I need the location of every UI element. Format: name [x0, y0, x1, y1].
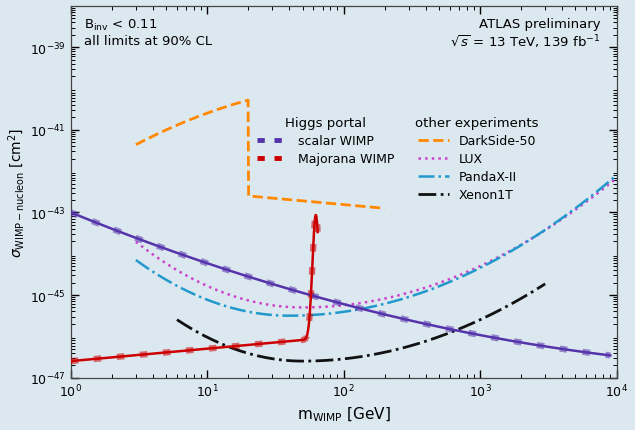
Y-axis label: $\sigma_{\mathrm{WIMP-nucleon}}$ [cm$^{2}$]: $\sigma_{\mathrm{WIMP-nucleon}}$ [cm$^{2…: [7, 127, 27, 257]
Legend: DarkSide-50, LUX, PandaX-II, Xenon1T: DarkSide-50, LUX, PandaX-II, Xenon1T: [415, 117, 539, 202]
Text: B$_{\mathrm{inv}}$ < 0.11
all limits at 90% CL: B$_{\mathrm{inv}}$ < 0.11 all limits at …: [84, 18, 213, 48]
Text: ATLAS preliminary
$\sqrt{s}$ = 13 TeV, 139 fb$^{-1}$: ATLAS preliminary $\sqrt{s}$ = 13 TeV, 1…: [450, 18, 600, 51]
X-axis label: m$_{\mathrm{WIMP}}$ [GeV]: m$_{\mathrm{WIMP}}$ [GeV]: [297, 405, 391, 423]
